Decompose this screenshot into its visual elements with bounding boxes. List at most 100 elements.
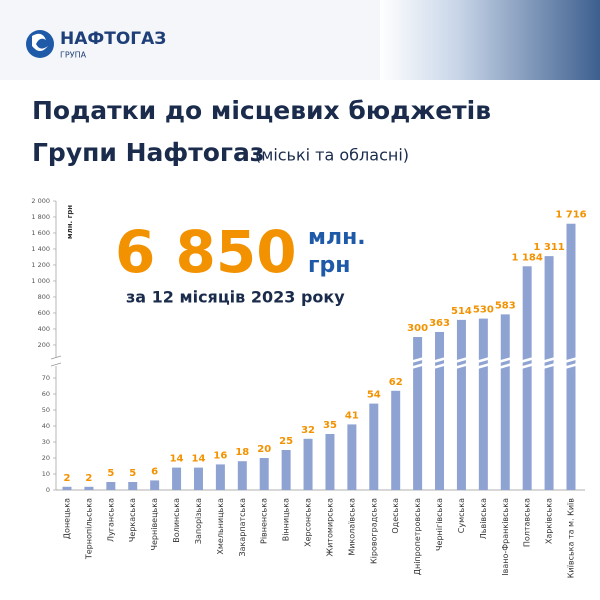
bar-break (563, 356, 579, 370)
x-tick-label: Тернопільська (84, 498, 93, 560)
logo-text: НАФТОГАЗ (60, 29, 166, 49)
value-label: 41 (345, 410, 359, 421)
value-label: 14 (192, 454, 206, 465)
bar (172, 467, 182, 490)
value-label: 32 (301, 425, 315, 436)
value-label: 1 716 (555, 210, 586, 221)
logo-sub: ГРУПА (60, 51, 87, 60)
y-tick-label: 200 (38, 341, 50, 349)
x-tick-label: Запорізька (194, 498, 203, 544)
title-line: Групи Нафтогаз (32, 138, 264, 167)
y-tick-label: 600 (38, 309, 50, 317)
total-unit: грн (308, 253, 350, 278)
subtitle: (міські та обласні) (255, 146, 409, 165)
value-label: 2 (64, 473, 71, 484)
value-label: 54 (367, 390, 381, 401)
bar-break (519, 356, 535, 370)
x-tick-label: Одеська (391, 498, 400, 534)
bar-break (497, 356, 513, 370)
bar (456, 319, 466, 490)
bar (435, 331, 445, 490)
bar (413, 337, 423, 490)
bar (84, 486, 94, 490)
bar (347, 424, 357, 490)
bar-break (454, 356, 469, 370)
y-tick-label: 1 800 (31, 213, 50, 221)
x-tick-label: Волинська (172, 498, 181, 543)
value-label: 16 (213, 450, 227, 461)
header-photo (380, 0, 600, 80)
y-tick-label: 50 (42, 406, 50, 414)
value-label: 6 (151, 466, 158, 477)
bar (62, 486, 72, 490)
value-label: 2 (85, 473, 92, 484)
bar (544, 256, 554, 490)
bar-break (476, 356, 491, 370)
x-tick-label: Харківська (545, 498, 554, 544)
y-tick-label: 30 (42, 438, 50, 446)
bar (478, 318, 488, 490)
x-tick-label: Львівська (479, 498, 488, 539)
bar-break (410, 356, 425, 370)
total-unit: млн. (308, 225, 366, 250)
bar (150, 480, 160, 490)
bar (522, 266, 532, 490)
x-tick-label: Миколаївська (347, 498, 356, 556)
value-label: 5 (129, 468, 136, 479)
logo-swirl (32, 33, 48, 51)
value-label: 5 (107, 468, 114, 479)
x-tick-label: Житомирська (325, 498, 334, 557)
value-label: 300 (407, 323, 428, 334)
value-label: 1 311 (533, 242, 564, 253)
axis-break (50, 355, 62, 367)
y-tick-label: 40 (42, 422, 50, 430)
x-tick-label: Полтавська (523, 498, 532, 547)
value-label: 363 (429, 318, 450, 329)
bar (391, 390, 401, 490)
value-label: 14 (170, 454, 184, 465)
value-label: 25 (279, 436, 293, 447)
y-tick-label: 800 (38, 293, 50, 301)
bar (259, 458, 269, 490)
x-tick-label: Сумська (457, 498, 466, 533)
x-tick-label: Чернігівська (435, 498, 444, 551)
bar (369, 403, 379, 490)
bar (193, 467, 203, 490)
y-tick-label: 1 400 (31, 245, 50, 253)
x-tick-label: Хмельницька (216, 498, 225, 555)
value-label: 583 (495, 300, 516, 311)
y-tick-label: 400 (38, 325, 50, 333)
x-tick-label: Чернівецька (150, 498, 159, 551)
x-tick-label: Дніпропетровська (413, 498, 422, 575)
value-label: 514 (451, 306, 472, 317)
y-tick-label: 0 (46, 486, 50, 494)
x-tick-label: Кіровоградська (369, 498, 378, 564)
value-label: 35 (323, 420, 337, 431)
bar (500, 314, 510, 490)
y-unit: млн. грн (66, 205, 74, 239)
x-tick-label: Херсонська (304, 498, 313, 547)
value-label: 1 184 (512, 252, 543, 263)
y-tick-label: 70 (42, 374, 50, 382)
x-tick-label: Івано-Франківська (501, 498, 510, 576)
bar (303, 438, 313, 490)
value-label: 62 (389, 377, 403, 388)
value-label: 530 (473, 305, 494, 316)
value-label: 20 (257, 444, 271, 455)
y-tick-label: 1 200 (31, 261, 50, 269)
x-tick-label: Черкаська (128, 498, 137, 542)
bar-break (432, 356, 447, 370)
y-tick-label: 10 (42, 470, 50, 478)
bar (281, 450, 291, 490)
bar (215, 464, 225, 490)
total: 6 850 (115, 218, 297, 286)
x-tick-label: Луганська (106, 498, 115, 542)
y-tick-label: 60 (42, 390, 50, 398)
y-tick-label: 1 000 (31, 277, 50, 285)
y-tick-label: 1 600 (31, 229, 50, 237)
x-tick-label: Закарпатська (238, 498, 247, 557)
x-tick-label: Київська та м. Київ (567, 498, 576, 579)
x-tick-label: Донецька (63, 498, 72, 539)
y-tick-label: 2 000 (31, 197, 50, 205)
bar (325, 434, 335, 490)
